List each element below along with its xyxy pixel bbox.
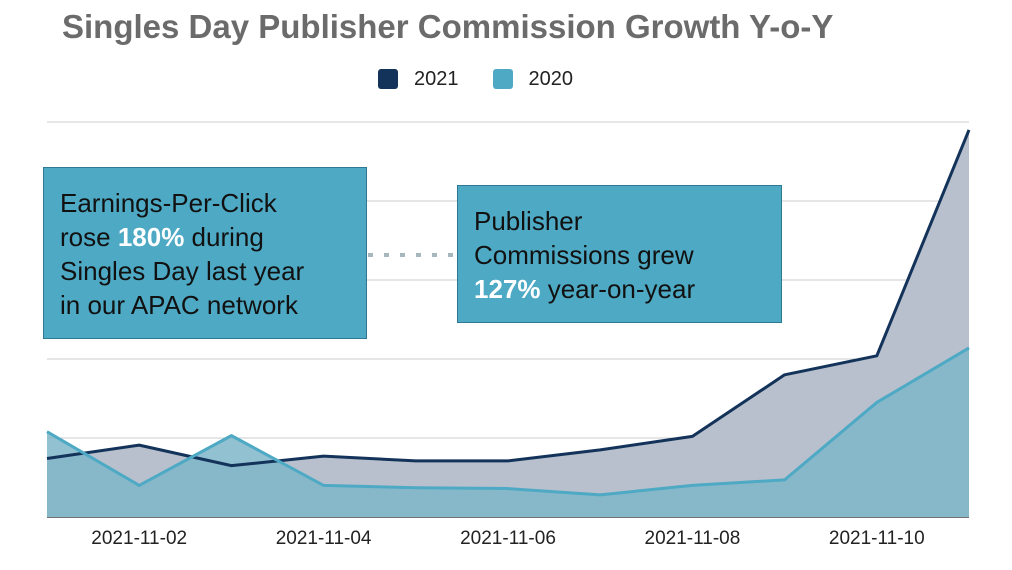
legend: 2021 2020 (378, 66, 607, 92)
chart-title: Singles Day Publisher Commission Growth … (62, 8, 834, 45)
legend-swatch-2020 (492, 69, 513, 89)
x-axis-ticks: 2021-11-02 2021-11-04 2021-11-06 2021-11-08… (91, 528, 924, 549)
legend-item-2021[interactable]: 2021 (378, 68, 459, 91)
area-2021 (47, 129, 969, 517)
callout-left-line-1: Earnings-Per-Click (60, 188, 277, 218)
line-layer (46, 129, 971, 497)
x-tick-label: 2021-11-02 (91, 528, 187, 549)
callout-earnings-per-click: Earnings-Per-Click rose 180% during Sing… (43, 167, 367, 339)
line-2021 (46, 129, 971, 468)
legend-label-2020: 2020 (528, 67, 574, 90)
x-tick-label: 2021-11-08 (645, 528, 741, 549)
x-tick-label: 2021-11-04 (276, 528, 372, 549)
callout-right-highlight: 127% (474, 274, 541, 304)
callout-left-line-3: Singles Day last year (60, 256, 305, 286)
callout-left-line-4: in our APAC network (60, 290, 298, 320)
callout-right-line-3: 127% year-on-year (474, 274, 696, 304)
callout-publisher-commissions: Publisher Commissions grew 127% year-on-… (457, 185, 782, 323)
x-tick-label: 2021-11-10 (829, 528, 925, 549)
x-tick-label: 2021-11-06 (460, 528, 556, 549)
legend-label-2021: 2021 (414, 67, 459, 90)
area-2020 (47, 347, 969, 517)
callout-right-line-2: Commissions grew (474, 240, 694, 270)
area-layer (47, 129, 969, 517)
callout-left-line-2: rose 180% during (60, 222, 264, 252)
line-2020 (46, 346, 970, 497)
legend-swatch-2021 (378, 69, 398, 89)
callout-right-line-1: Publisher (474, 206, 583, 236)
callout-left-highlight: 180% (117, 222, 185, 252)
legend-item-2020[interactable]: 2020 (492, 67, 574, 91)
